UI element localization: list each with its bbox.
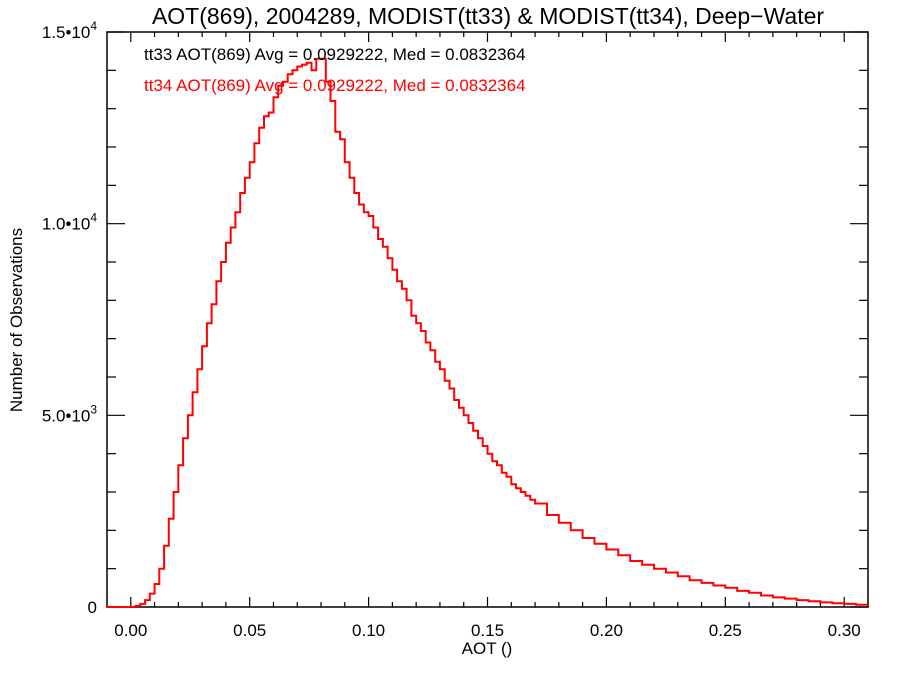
series-layer (107, 57, 869, 608)
plot-border (106, 31, 869, 608)
x-tick-label: 0.25 (709, 621, 742, 640)
y-tick-label: 1.0•104 (42, 211, 98, 234)
legend-entry-tt33: tt33 AOT(869) Avg = 0.0929222, Med = 0.0… (144, 45, 526, 64)
y-tick-label: 0 (88, 598, 97, 617)
legend-entry-tt34: tt34 AOT(869) Avg = 0.0929222, Med = 0.0… (144, 76, 526, 95)
legend: tt33 AOT(869) Avg = 0.0929222, Med = 0.0… (144, 45, 526, 95)
x-tick-label: 0.10 (352, 621, 385, 640)
x-tick-label: 0.00 (114, 621, 147, 640)
x-tick-label: 0.05 (233, 621, 266, 640)
x-tick-label: 0.30 (828, 621, 861, 640)
y-tick-label: 5.0•103 (42, 402, 98, 425)
x-axis: 0.00 0.05 0.10 0.15 0.20 0.25 0.30 (114, 32, 869, 640)
x-tick-label: 0.15 (471, 621, 504, 640)
plot-frame (106, 31, 869, 608)
chart-title: AOT(869), 2004289, MODIST(tt33) & MODIST… (152, 3, 824, 29)
histogram-series-tt34 (107, 57, 869, 608)
x-axis-label: AOT () (462, 639, 513, 658)
y-axis: 0 5.0•103 1.0•104 1.5•104 (42, 19, 868, 617)
y-tick-label: 1.5•104 (42, 19, 98, 42)
x-tick-label: 0.20 (590, 621, 623, 640)
y-axis-label: Number of Observations (7, 228, 26, 412)
